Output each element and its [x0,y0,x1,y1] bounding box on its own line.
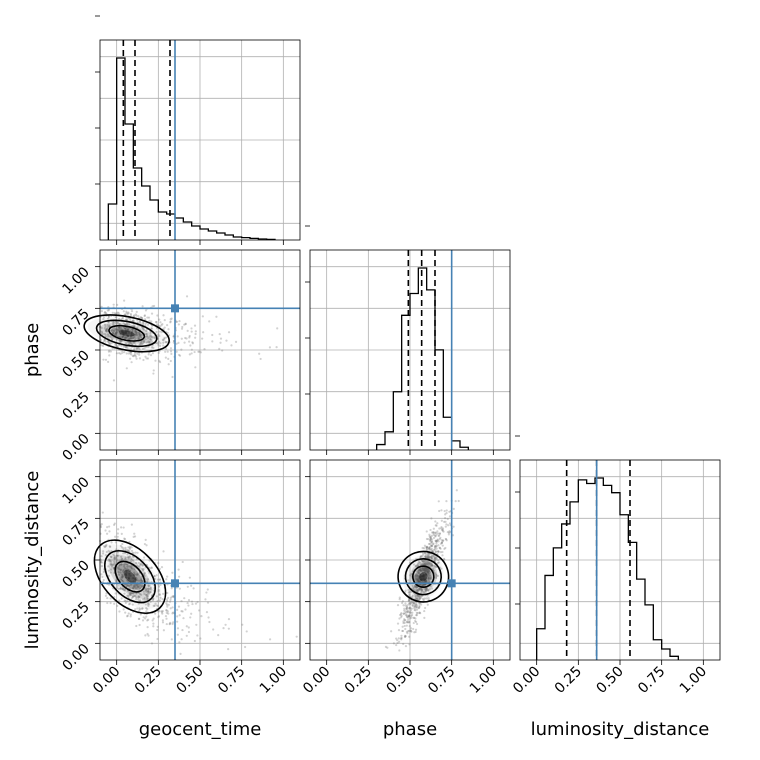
y-tick-label: 0.50 [59,558,92,591]
density-level [87,317,166,349]
x-tick-label: 0.00 [300,664,333,697]
grid-lines [310,250,510,450]
y-tick-label: 0.00 [59,431,92,464]
x-tick-label: 0.00 [90,664,123,697]
x-tick-label: 1.00 [257,664,290,697]
y-tick-label: 0.00 [59,641,92,674]
density-level [108,554,152,599]
x-tick-label: 0.75 [215,664,248,697]
x-tick-label: 0.50 [173,664,206,697]
density-level [118,330,135,337]
histogram-phase [376,267,469,450]
x-tick-label: 0.25 [342,664,375,697]
contour-line [95,319,158,348]
contour-line [108,324,146,342]
density-level [402,554,444,600]
y-axis-label-luminosity_distance: luminosity_distance [22,471,43,650]
density-level [98,544,162,610]
y-tick-label: 1.00 [59,474,92,507]
contour-line [83,314,170,353]
histogram-geocent_time [107,57,276,241]
truth-marker [171,579,179,588]
y-tick-label: 0.25 [59,599,92,632]
x-tick-label: 1.00 [677,664,710,697]
contour-line [412,565,435,588]
density-level [100,322,154,344]
contour-line [397,550,450,603]
grid-lines [520,460,720,660]
x-axis-label-phase: phase [383,719,437,740]
x-tick-label: 1.00 [467,664,500,697]
x-axis-label-luminosity_distance: luminosity_distance [531,719,710,740]
grid-lines [100,40,300,240]
histogram-luminosity_distance [536,477,679,660]
contour-line [404,558,442,596]
x-tick-label: 0.75 [425,664,458,697]
truth-marker [171,304,179,313]
y-axis-label-phase: phase [22,323,43,377]
y-tick-label: 1.00 [59,264,92,297]
x-tick-label: 0.25 [552,664,585,697]
y-tick-label: 0.25 [59,389,92,422]
x-tick-label: 0.25 [132,664,165,697]
density-level [414,567,432,586]
x-axis-label-geocent_time: geocent_time [139,719,262,740]
contour-line [104,550,156,604]
x-tick-label: 0.50 [593,664,626,697]
contour-line [114,560,146,593]
grid-lines [100,250,300,450]
density-level [123,570,137,584]
scatter-geocent_time-phase [98,295,279,382]
x-tick-label: 0.75 [635,664,668,697]
grid-lines [100,460,300,660]
y-tick-label: 0.75 [59,516,92,549]
y-tick-label: 0.50 [59,348,92,381]
x-tick-label: 0.00 [510,664,543,697]
density-level [419,572,428,582]
density-level [110,326,143,340]
x-tick-label: 0.50 [383,664,416,697]
truth-marker [447,579,456,588]
